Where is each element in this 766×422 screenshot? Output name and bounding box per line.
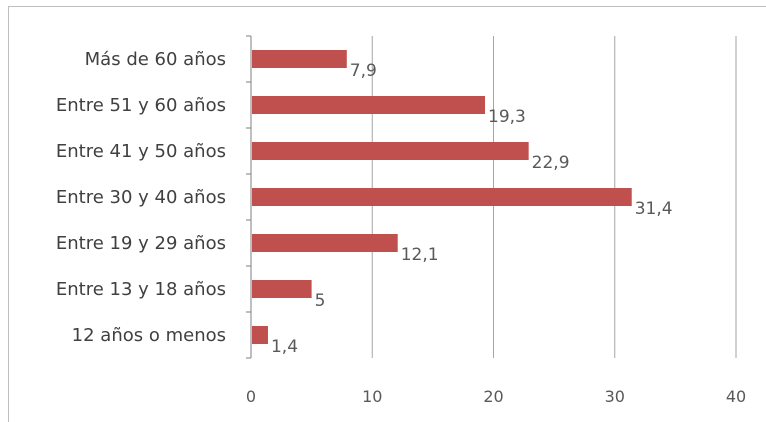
data-label: 7,9: [350, 61, 377, 81]
bar: [252, 96, 486, 114]
data-label: 19,3: [488, 107, 526, 127]
x-tick-label: 10: [362, 387, 382, 406]
bar: [252, 142, 529, 160]
bar: [252, 234, 398, 252]
bar: [252, 280, 312, 298]
data-label: 1,4: [271, 337, 298, 357]
category-label: Más de 60 años: [85, 49, 226, 70]
x-tick-label: 0: [246, 387, 256, 406]
category-label: Entre 13 y 18 años: [56, 279, 226, 300]
category-label: Entre 51 y 60 años: [56, 95, 226, 116]
category-label: Entre 30 y 40 años: [56, 187, 226, 208]
y-axis: [246, 35, 252, 359]
category-label: 12 años o menos: [72, 325, 226, 346]
x-tick-label: 30: [605, 387, 625, 406]
category-label: Entre 41 y 50 años: [56, 141, 226, 162]
labels: 0 10 20 30 40 Más de 60 años 7,9 Entre 51 y 60 …: [56, 49, 746, 406]
x-tick-label: 20: [483, 387, 503, 406]
category-label: Entre 19 y 29 años: [56, 233, 226, 254]
bars: [252, 50, 632, 344]
data-label: 5: [315, 291, 326, 311]
data-label: 31,4: [635, 199, 673, 219]
data-label: 12,1: [401, 245, 439, 265]
bar: [252, 50, 347, 68]
bar: [252, 326, 268, 344]
x-tick-label: 40: [726, 387, 746, 406]
data-label: 22,9: [532, 153, 570, 173]
bar: [252, 188, 632, 206]
chart-frame: [8, 6, 766, 422]
